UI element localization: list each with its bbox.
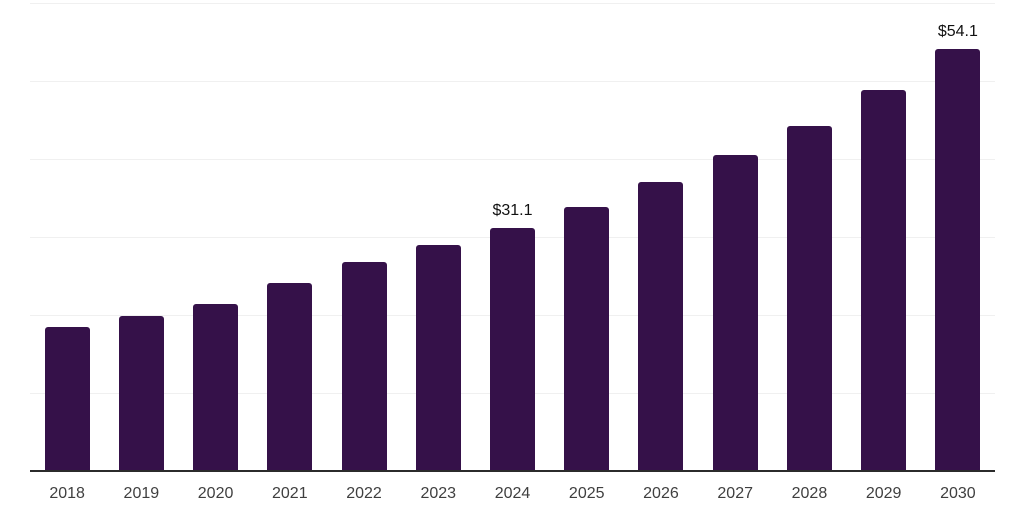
x-tick-label-2019: 2019 — [123, 485, 160, 502]
gridline-50 — [30, 81, 995, 82]
x-tick-label-2023: 2023 — [420, 485, 457, 502]
bar-2021 — [267, 283, 313, 471]
bar-2030 — [935, 49, 981, 471]
x-tick-label-2025: 2025 — [568, 485, 605, 502]
x-tick-label-2021: 2021 — [272, 485, 308, 502]
gridline-60 — [30, 3, 995, 4]
x-tick-label-2018: 2018 — [49, 485, 85, 502]
bar-2027 — [712, 155, 758, 471]
bar-2022 — [341, 261, 387, 471]
bar-2020 — [193, 304, 239, 471]
x-tick-label-2030: 2030 — [940, 485, 976, 502]
bar-2026 — [638, 182, 684, 471]
x-tick-label-2024: 2024 — [494, 485, 531, 502]
bar-2025 — [564, 206, 610, 471]
x-tick-label-2029: 2029 — [865, 485, 902, 502]
x-tick-label-2020: 2020 — [197, 485, 234, 502]
bar-2019 — [118, 315, 164, 471]
bar-value-label-2024: $31.1 — [492, 202, 533, 220]
bar-value-label-2030: $54.1 — [937, 23, 978, 41]
x-tick-label-2022: 2022 — [346, 485, 382, 502]
bar-2018 — [44, 327, 90, 471]
bar-2028 — [786, 126, 832, 471]
x-tick-label-2026: 2026 — [643, 485, 679, 502]
x-tick-label-2028: 2028 — [791, 485, 828, 502]
bar-2024 — [490, 228, 535, 471]
x-tick-label-2027: 2027 — [717, 485, 753, 502]
gridline-40 — [30, 159, 995, 160]
bar-2029 — [861, 89, 907, 471]
x-axis-line — [30, 470, 995, 472]
bar-2023 — [415, 244, 461, 471]
